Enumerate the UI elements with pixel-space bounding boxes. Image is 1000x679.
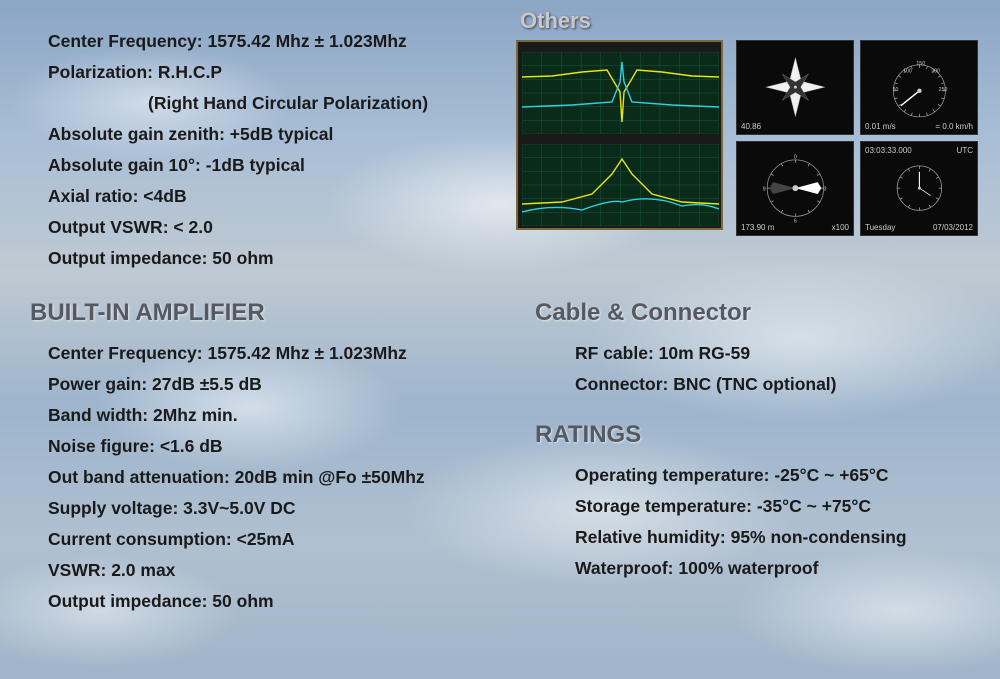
amp-output-imp: Output impedance: 50 ohm [48, 586, 425, 617]
ratings-humidity: Relative humidity: 95% non-condensing [575, 522, 907, 553]
spec-polarization: Polarization: R.H.C.P [48, 57, 428, 88]
oscilloscope-panel [516, 40, 723, 230]
cable-connector: Connector: BNC (TNC optional) [575, 369, 837, 400]
amplifier-section-title: BUILT-IN AMPLIFIER [30, 299, 265, 327]
ratings-specs: Operating temperature: -25°C ~ +65°C Sto… [575, 460, 907, 584]
spec-polarization-sub: (Right Hand Circular Polarization) [148, 88, 428, 119]
speed-unit: = 0.0 km/h [935, 122, 973, 131]
svg-text:3: 3 [823, 186, 826, 192]
compass1-value: 40.86 [741, 122, 761, 131]
clock-date: 07/03/2012 [933, 223, 973, 232]
compass2-unit: x100 [832, 223, 849, 232]
gauge-panel: 40.86 100 150 200 50 250 0.01 m/s = 0.0 k… [736, 40, 978, 230]
clock-zone: UTC [957, 146, 973, 155]
clock-day: Tuesday [865, 223, 895, 232]
spec-output-imp: Output impedance: 50 ohm [48, 243, 428, 274]
svg-text:0: 0 [794, 155, 797, 161]
amp-center-freq: Center Frequency: 1575.42 Mhz ± 1.023Mhz [48, 338, 425, 369]
svg-text:50: 50 [892, 87, 898, 93]
scope-bot-grid [522, 144, 719, 226]
speed-gauge: 100 150 200 50 250 0.01 m/s = 0.0 km/h [860, 40, 978, 135]
spec-output-vswr: Output VSWR: < 2.0 [48, 212, 428, 243]
amp-noise-figure: Noise figure: <1.6 dB [48, 431, 425, 462]
ratings-waterproof: Waterproof: 100% waterproof [575, 553, 907, 584]
compass-needle-gauge: 0 3 6 9 173.90 mx100 [736, 141, 854, 236]
amp-band-width: Band width: 2Mhz min. [48, 400, 425, 431]
compass2-value: 173.90 m [741, 223, 774, 232]
amp-out-band: Out band attenuation: 20dB min @Fo ±50Mh… [48, 462, 425, 493]
svg-text:150: 150 [916, 61, 925, 67]
ratings-storage-temp: Storage temperature: -35°C ~ +75°C [575, 491, 907, 522]
others-title: Others [520, 8, 591, 34]
spec-gain-10: Absolute gain 10°: -1dB typical [48, 150, 428, 181]
compass-rose-gauge: 40.86 [736, 40, 854, 135]
scope-top [522, 52, 719, 134]
amp-current: Current consumption: <25mA [48, 524, 425, 555]
amplifier-specs: Center Frequency: 1575.42 Mhz ± 1.023Mhz… [48, 338, 425, 617]
spec-center-freq: Center Frequency: 1575.42 Mhz ± 1.023Mhz [48, 26, 428, 57]
ratings-op-temp: Operating temperature: -25°C ~ +65°C [575, 460, 907, 491]
amp-vswr: VSWR: 2.0 max [48, 555, 425, 586]
cable-section-title: Cable & Connector [535, 299, 751, 327]
ratings-section-title: RATINGS [535, 421, 641, 449]
amp-supply-voltage: Supply voltage: 3.3V~5.0V DC [48, 493, 425, 524]
cable-specs: RF cable: 10m RG-59 Connector: BNC (TNC … [575, 338, 837, 400]
antenna-specs: Center Frequency: 1575.42 Mhz ± 1.023Mhz… [48, 26, 428, 274]
amp-power-gain: Power gain: 27dB ±5.5 dB [48, 369, 425, 400]
svg-text:100: 100 [903, 69, 912, 75]
cable-rf: RF cable: 10m RG-59 [575, 338, 837, 369]
svg-text:250: 250 [938, 87, 947, 93]
spec-gain-zenith: Absolute gain zenith: +5dB typical [48, 119, 428, 150]
clock-time: 03:03:33.000 [865, 146, 912, 155]
spec-axial-ratio: Axial ratio: <4dB [48, 181, 428, 212]
speed-value: 0.01 m/s [865, 122, 896, 131]
svg-text:9: 9 [762, 186, 765, 192]
scope-bottom [522, 144, 719, 226]
svg-text:200: 200 [931, 69, 940, 75]
clock-gauge: 03:03:33.000 UTC Tuesday 07/03/2012 [860, 141, 978, 236]
